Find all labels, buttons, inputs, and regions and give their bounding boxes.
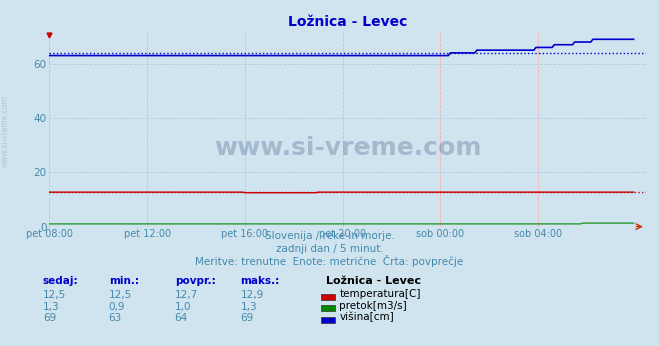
Text: 69: 69 <box>241 313 254 323</box>
Text: 63: 63 <box>109 313 122 323</box>
Text: Meritve: trenutne  Enote: metrične  Črta: povprečje: Meritve: trenutne Enote: metrične Črta: … <box>195 255 464 267</box>
Text: 69: 69 <box>43 313 56 323</box>
Title: Ložnica - Levec: Ložnica - Levec <box>288 15 407 29</box>
Text: 12,5: 12,5 <box>109 290 132 300</box>
Text: www.si-vreme.com: www.si-vreme.com <box>214 136 481 161</box>
Text: www.si-vreme.com: www.si-vreme.com <box>1 95 10 167</box>
Text: 1,3: 1,3 <box>43 302 59 312</box>
Text: 0,9: 0,9 <box>109 302 125 312</box>
Text: 64: 64 <box>175 313 188 323</box>
Text: sedaj:: sedaj: <box>43 276 78 286</box>
Text: 12,7: 12,7 <box>175 290 198 300</box>
Text: Slovenija / reke in morje.: Slovenija / reke in morje. <box>264 231 395 241</box>
Text: 12,9: 12,9 <box>241 290 264 300</box>
Text: pretok[m3/s]: pretok[m3/s] <box>339 301 407 311</box>
Text: 1,3: 1,3 <box>241 302 257 312</box>
Text: min.:: min.: <box>109 276 139 286</box>
Text: zadnji dan / 5 minut.: zadnji dan / 5 minut. <box>275 244 384 254</box>
Text: Ložnica - Levec: Ložnica - Levec <box>326 276 421 286</box>
Text: 1,0: 1,0 <box>175 302 191 312</box>
Text: temperatura[C]: temperatura[C] <box>339 289 421 299</box>
Text: 12,5: 12,5 <box>43 290 66 300</box>
Text: višina[cm]: višina[cm] <box>339 312 394 322</box>
Text: maks.:: maks.: <box>241 276 280 286</box>
Text: povpr.:: povpr.: <box>175 276 215 286</box>
